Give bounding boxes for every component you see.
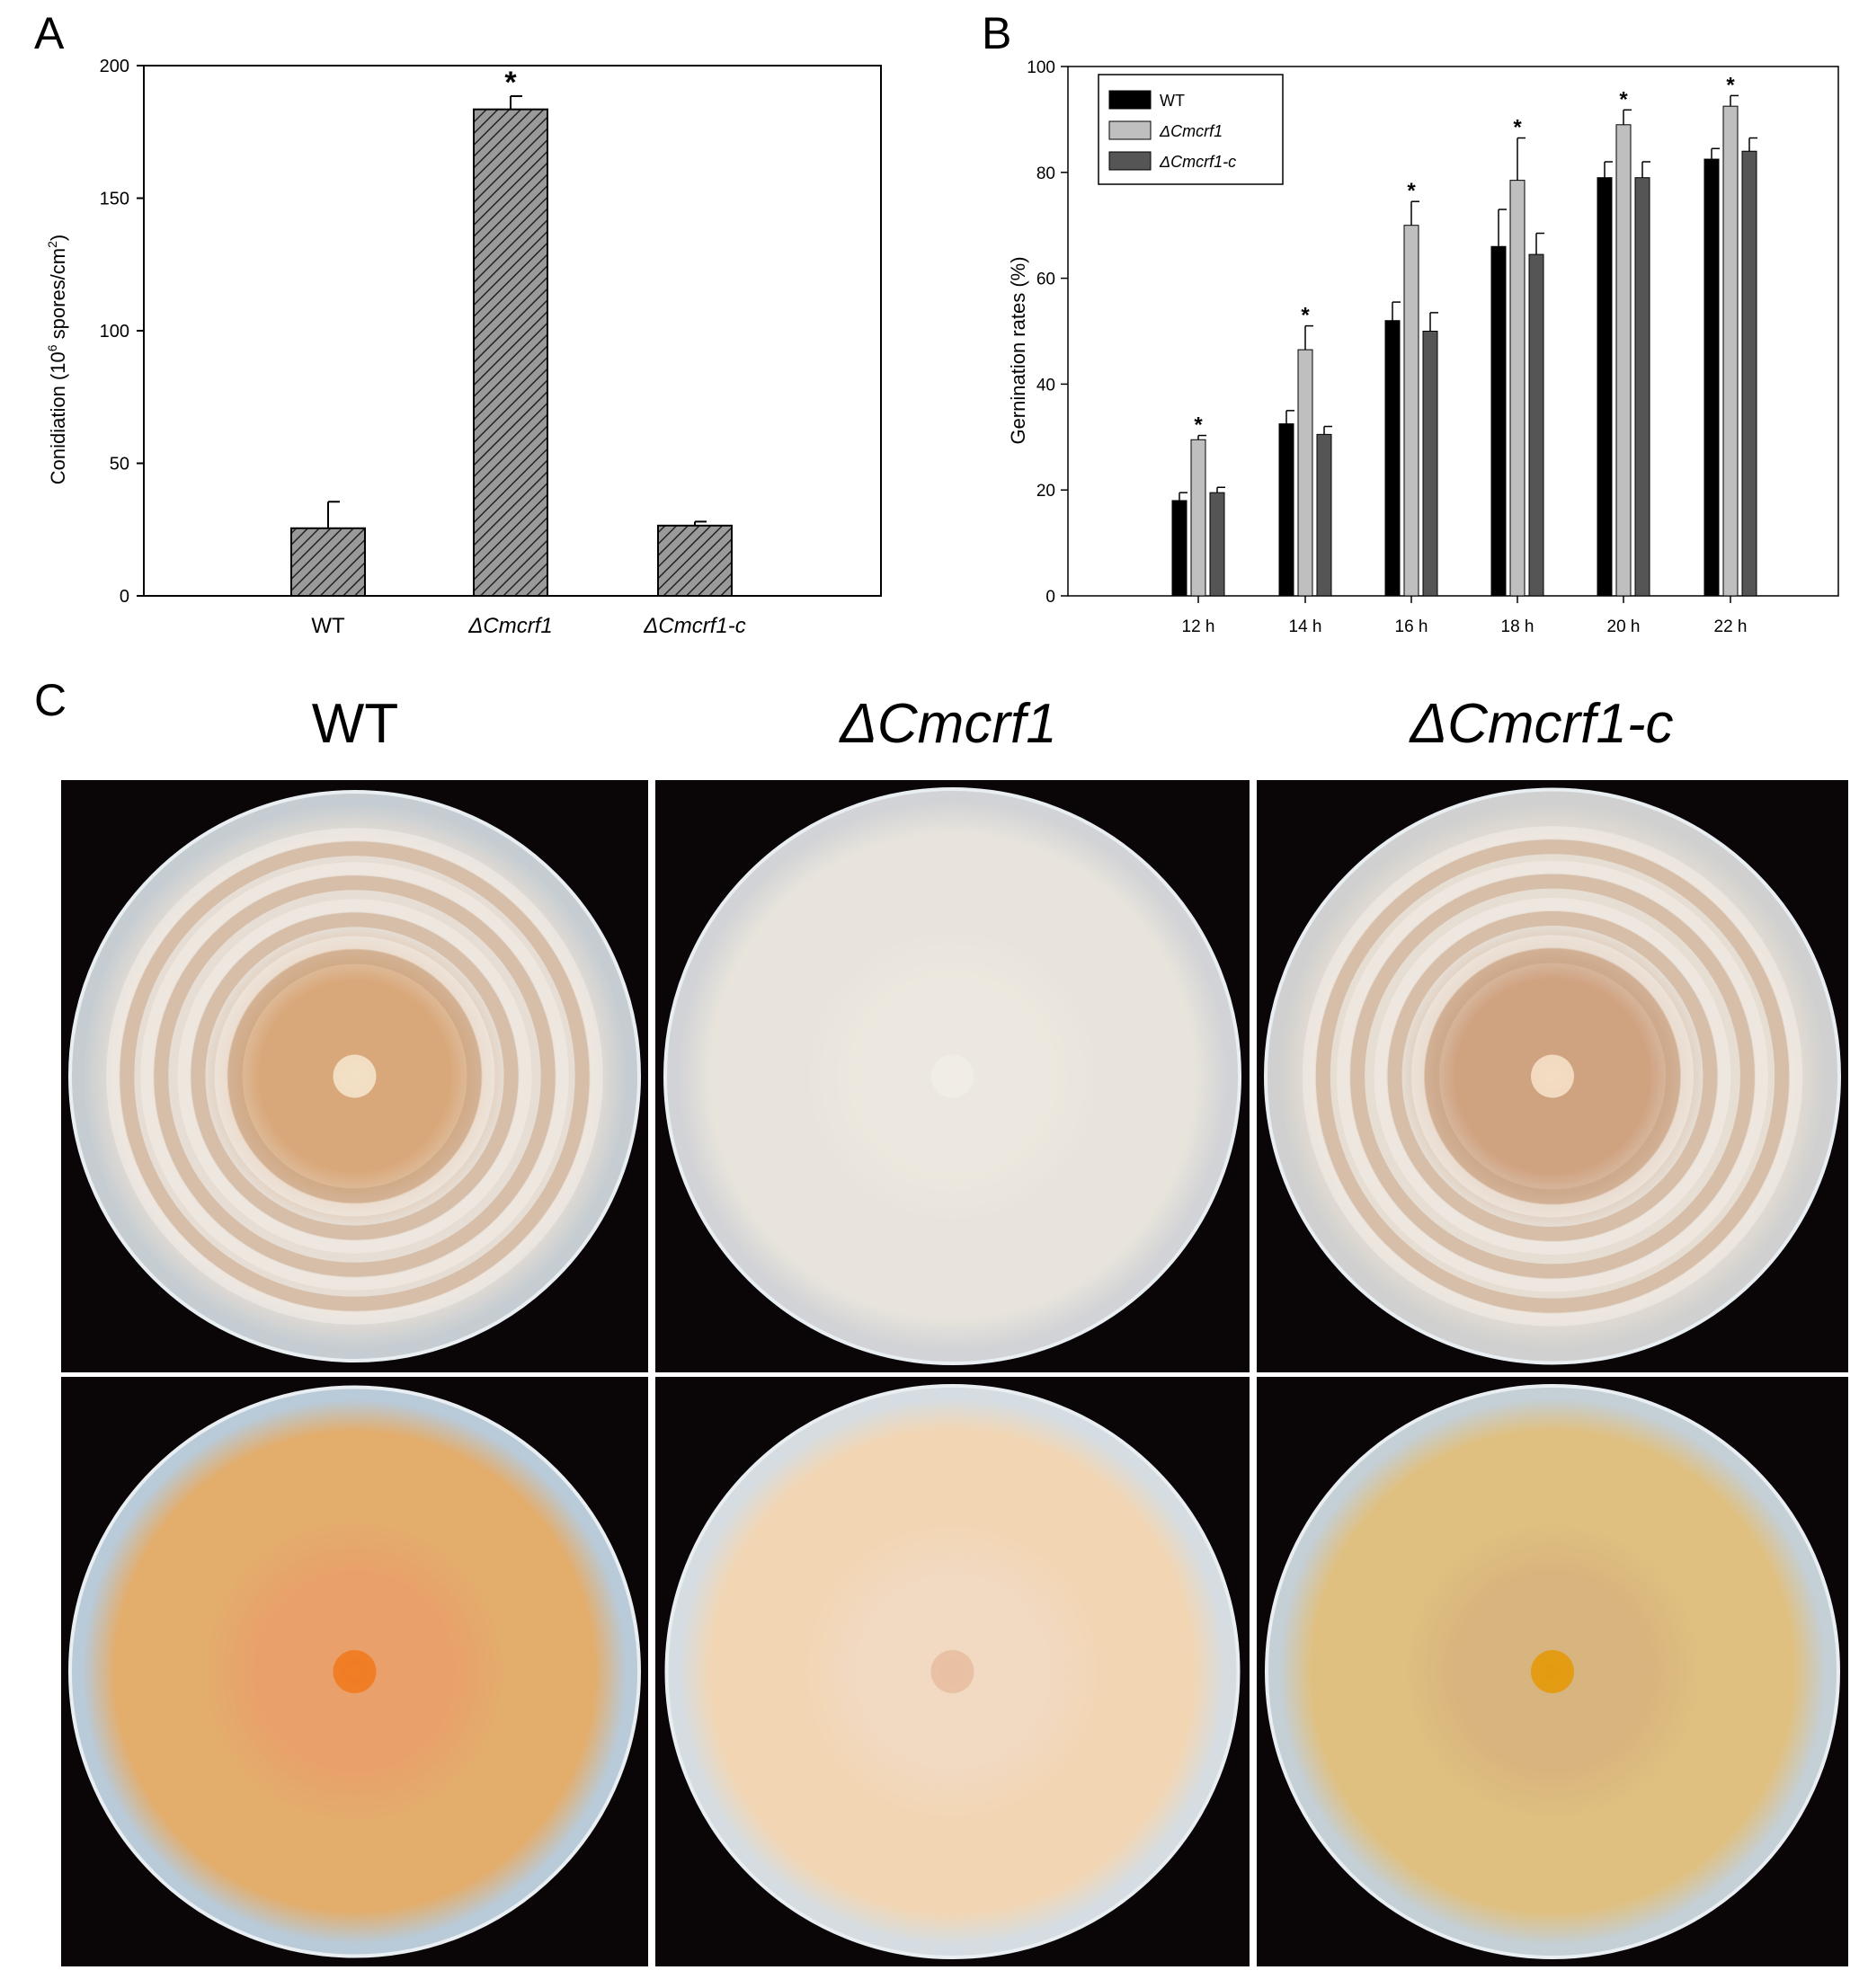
petri-dish-mut-top (655, 780, 1250, 1372)
growth-ring (1315, 839, 1790, 1313)
bar (1316, 433, 1332, 597)
x-tick-label: 18 h (1501, 617, 1534, 636)
growth-ring (140, 862, 569, 1291)
chart-a-ylabel: Conidiation (106 spores/cm2) (45, 235, 69, 485)
photo-title-wt: WT (311, 693, 399, 755)
petri-dish-wt-bottom (61, 1377, 648, 1966)
bar (1190, 439, 1206, 597)
significance-star: * (504, 66, 517, 100)
chart-a-conidiation: 0 50 100 150 200 WT * ΔCmcrf1 ΔCmcrf1-c Conidia… (45, 57, 882, 638)
chart-b-frame (1067, 66, 1839, 597)
significance-star: * (1513, 116, 1522, 140)
inoculation-plug (1531, 1054, 1574, 1098)
significance-star: * (1301, 304, 1310, 328)
legend-label: WT (1160, 92, 1185, 110)
x-tick-label: ΔCmcrf1-c (643, 614, 745, 638)
bar (1384, 320, 1401, 597)
growth-ring (227, 949, 482, 1203)
bar (1422, 331, 1438, 597)
petri-dish-mut-bottom (655, 1377, 1250, 1966)
bar (290, 527, 366, 598)
bar (1634, 177, 1650, 597)
y-tick-label: 200 (100, 57, 129, 76)
growth-ring (177, 899, 532, 1254)
y-tick-label: 20 (1036, 482, 1055, 501)
panel-letter-b: B (982, 8, 1012, 58)
bar (1171, 500, 1188, 597)
legend-swatch (1108, 151, 1152, 171)
bar (1490, 245, 1507, 597)
panel-letter-a: A (34, 8, 65, 58)
bar (1297, 349, 1313, 597)
bar (1722, 105, 1739, 597)
legend-label: ΔCmcrf1 (1159, 122, 1223, 140)
inoculation-plug (930, 1650, 974, 1693)
x-tick-label: ΔCmcrf1 (467, 614, 552, 638)
inoculation-plug (930, 1054, 974, 1098)
bar (657, 524, 733, 598)
legend-swatch (1108, 120, 1152, 140)
growth-ring (120, 841, 590, 1311)
bar (1403, 225, 1419, 597)
bar (1509, 180, 1526, 597)
x-tick-label: 20 h (1607, 617, 1641, 636)
y-tick-label: 150 (100, 190, 129, 209)
photo-title-mutant: ΔCmcrf1 (840, 693, 1057, 755)
bar (1615, 124, 1632, 597)
growth-ring (1411, 935, 1694, 1218)
bar (1741, 150, 1757, 597)
y-tick-label: 80 (1036, 164, 1055, 183)
petri-dish-comp-top (1257, 780, 1848, 1372)
y-tick-label: 100 (100, 322, 129, 342)
bar (1278, 423, 1294, 597)
x-tick-label: 14 h (1289, 617, 1322, 636)
bar (1703, 158, 1720, 597)
growth-ring (1302, 826, 1803, 1327)
x-tick-label: 16 h (1395, 617, 1428, 636)
bar (1209, 492, 1225, 597)
significance-star: * (1726, 73, 1735, 97)
growth-ring (214, 936, 495, 1217)
bar (473, 108, 548, 598)
growth-ring (1387, 911, 1718, 1241)
y-tick-label: 60 (1036, 271, 1055, 289)
petri-dish-comp-bottom (1257, 1377, 1848, 1966)
y-tick-label: 0 (1045, 588, 1055, 607)
growth-ring (1337, 860, 1768, 1292)
bar (1597, 177, 1613, 597)
photo-title-complemented: ΔCmcrf1-c (1410, 693, 1674, 755)
y-tick-label: 100 (1027, 58, 1055, 77)
x-tick-label: WT (311, 614, 345, 638)
legend-label: ΔCmcrf1-c (1159, 153, 1236, 171)
x-tick-label: 22 h (1714, 617, 1748, 636)
significance-star: * (1619, 87, 1628, 111)
growth-ring (1425, 948, 1680, 1204)
y-tick-label: 0 (120, 587, 129, 607)
growth-ring (106, 828, 603, 1325)
legend-swatch (1108, 90, 1152, 110)
growth-ring (191, 912, 519, 1240)
petri-dish-photo-grid (61, 780, 1848, 1966)
chart-b-germination: 0 20 40 60 80 100 12 h * 14 h * 16 h * 18 h * 20 h * 22… (1007, 58, 1839, 636)
y-tick-label: 40 (1036, 376, 1055, 395)
petri-dish-wt-top (61, 780, 648, 1372)
y-tick-label: 50 (110, 455, 129, 475)
significance-star: * (1194, 413, 1203, 438)
growth-ring (1374, 898, 1731, 1255)
chart-b-ylabel: Gernination rates (%) (1007, 256, 1029, 444)
bar (1528, 253, 1544, 597)
inoculation-plug (1531, 1650, 1574, 1693)
growth-ring (1350, 874, 1755, 1279)
panel-letter-c: C (34, 675, 67, 725)
inoculation-plug (333, 1054, 377, 1098)
chart-b-legend: WT ΔCmcrf1 ΔCmcrf1-c (1098, 74, 1284, 185)
significance-star: * (1407, 179, 1416, 203)
growth-ring (154, 875, 556, 1277)
inoculation-plug (333, 1650, 377, 1693)
x-tick-label: 12 h (1182, 617, 1215, 636)
